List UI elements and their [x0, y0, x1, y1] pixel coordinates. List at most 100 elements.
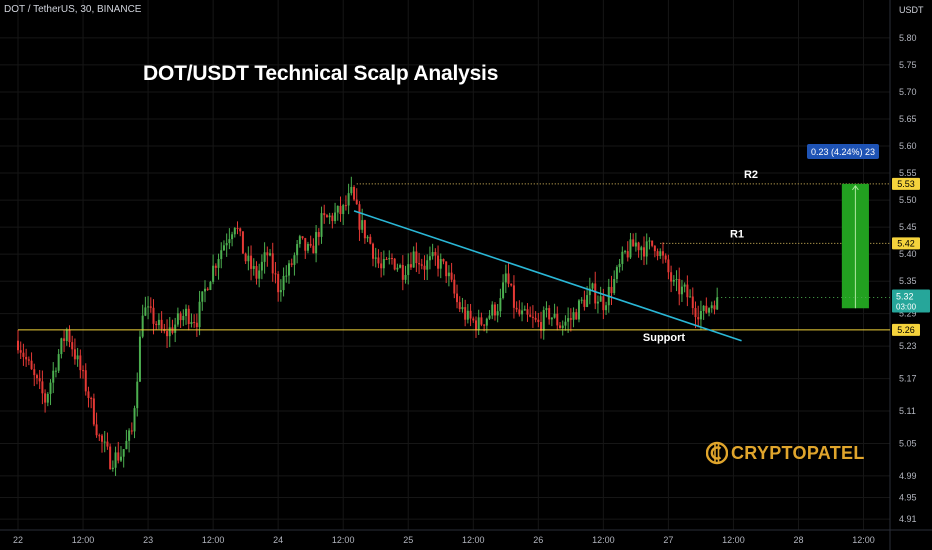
candle-body — [710, 305, 713, 309]
candle-body — [285, 275, 288, 277]
candle-body — [353, 186, 356, 200]
brand-name: CRYPTOPATEL — [731, 442, 865, 463]
candle-body — [586, 295, 589, 307]
candle-body — [569, 318, 572, 320]
candle-body — [198, 301, 201, 328]
price-tick-label: 5.35 — [899, 276, 917, 286]
candle-body — [358, 204, 361, 230]
candle-body — [30, 360, 33, 370]
candle-body — [252, 266, 255, 269]
candle-body — [128, 430, 131, 441]
candle-body — [263, 252, 266, 262]
candle-body — [510, 283, 513, 286]
candle-body — [328, 215, 331, 218]
candle-body — [44, 393, 47, 403]
candle-body — [656, 251, 659, 256]
candle-body — [523, 309, 526, 311]
price-tick-label: 5.40 — [899, 249, 917, 259]
candle-body — [309, 243, 312, 246]
price-tick-label: 5.29 — [899, 309, 917, 319]
time-tick-label: 24 — [273, 535, 283, 545]
candle-body — [493, 304, 496, 316]
candle-body — [38, 378, 41, 382]
price-tick-label: 5.23 — [899, 341, 917, 351]
price-tick-label: 5.17 — [899, 374, 917, 384]
candle-body — [217, 259, 220, 268]
candle-body — [401, 265, 404, 280]
candle-body — [409, 264, 412, 268]
candle-body — [404, 274, 407, 280]
candle-body — [588, 288, 591, 296]
candle-body — [442, 259, 445, 262]
price-tick-label: 5.55 — [899, 168, 917, 178]
candle-body — [54, 370, 57, 372]
price-tick-label: 5.75 — [899, 60, 917, 70]
candle-body — [141, 315, 144, 337]
candle-body — [474, 320, 477, 331]
candle-body — [347, 193, 350, 206]
price-tick-label: 5.45 — [899, 222, 917, 232]
candle-body — [512, 285, 515, 308]
level-price-badge — [892, 237, 920, 250]
candle-body — [366, 236, 369, 239]
candle-body — [279, 290, 282, 293]
candle-body — [363, 220, 366, 239]
candle-body — [193, 322, 196, 324]
candle-body — [702, 305, 705, 311]
candle-body — [103, 441, 106, 443]
candle-body — [556, 313, 559, 326]
candle-body — [233, 227, 236, 235]
candle-body — [361, 220, 364, 230]
candle-body — [160, 319, 163, 329]
candle-body — [149, 306, 152, 308]
candle-body — [577, 300, 580, 320]
candle-body — [450, 272, 453, 280]
candle-body — [550, 317, 553, 320]
candle-body — [179, 313, 182, 321]
candle-body — [426, 260, 429, 270]
candle-body — [634, 242, 637, 247]
candle-body — [399, 265, 402, 268]
candle-body — [282, 275, 285, 291]
candle-body — [437, 255, 440, 269]
candle-body — [201, 291, 204, 302]
candle-body — [152, 307, 155, 324]
candle-body — [575, 312, 578, 320]
candle-body — [82, 370, 85, 372]
candle-body — [637, 242, 640, 251]
candle-body — [659, 251, 662, 256]
candle-body — [76, 355, 79, 360]
candle-body — [111, 467, 114, 469]
candle-body — [90, 398, 93, 400]
candle-body — [65, 329, 68, 341]
candle-body — [274, 273, 277, 275]
candle-body — [591, 283, 594, 289]
candle-body — [41, 381, 44, 394]
candle-body — [269, 253, 272, 256]
candle-body — [176, 313, 179, 325]
candle-body — [336, 205, 339, 213]
candle-body — [339, 205, 342, 215]
candle-body — [594, 283, 597, 304]
candle-body — [534, 317, 537, 320]
candle-body — [206, 288, 209, 290]
candle-body — [499, 298, 502, 312]
candle-body — [73, 349, 76, 360]
candle-body — [236, 227, 239, 229]
candle-body — [155, 323, 158, 326]
candle-body — [507, 273, 510, 284]
candle-body — [610, 286, 613, 294]
candle-body — [412, 251, 415, 268]
candle-body — [548, 308, 551, 320]
candle-body — [621, 251, 624, 264]
candle-body — [485, 318, 488, 326]
candle-body — [599, 296, 602, 302]
candle-body — [697, 317, 700, 320]
candle-body — [605, 305, 608, 311]
time-tick-label: 12:00 — [202, 535, 225, 545]
candle-body — [705, 305, 708, 313]
time-tick-label: 12:00 — [722, 535, 745, 545]
candle-body — [122, 449, 125, 457]
candle-body — [325, 215, 328, 218]
